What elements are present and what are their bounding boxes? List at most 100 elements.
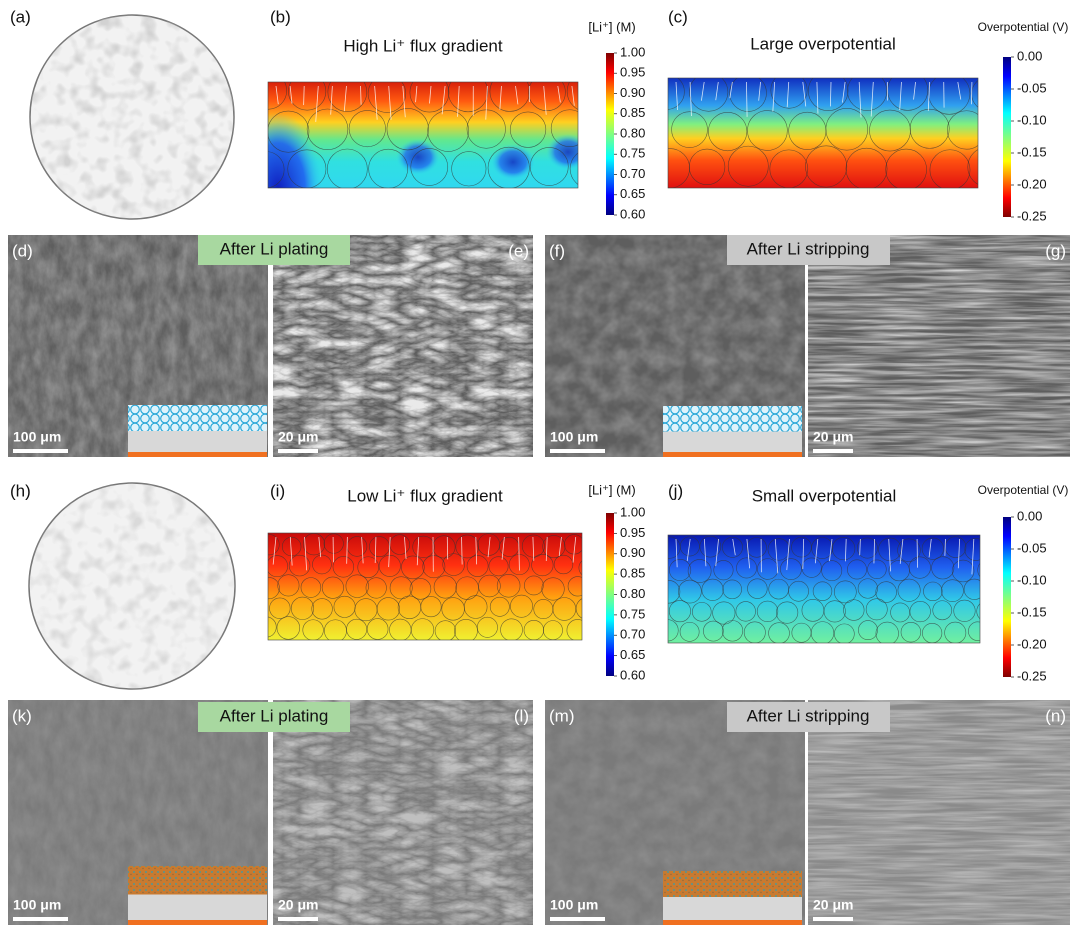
plating-tag-bg bbox=[198, 235, 350, 265]
particle-outline bbox=[932, 600, 953, 621]
colorbar-tick-label: -0.15 bbox=[1017, 604, 1047, 619]
particle-outline bbox=[478, 574, 501, 598]
colorbar-tick-label: 0.65 bbox=[620, 186, 645, 201]
flux-line bbox=[304, 536, 308, 571]
scale-bar bbox=[813, 917, 853, 921]
particle-outline bbox=[550, 109, 578, 147]
map-title: High Li⁺ flux gradient bbox=[343, 36, 503, 55]
colorbar-tick-label: 0.65 bbox=[620, 647, 645, 662]
particle-outline bbox=[346, 618, 368, 640]
particle-outline bbox=[311, 598, 333, 620]
particle-outline bbox=[451, 151, 487, 187]
flux-line bbox=[485, 85, 488, 120]
flux-line bbox=[829, 81, 832, 107]
particle-outline bbox=[944, 621, 967, 643]
particle-outline bbox=[466, 555, 489, 577]
particle-outline bbox=[389, 576, 413, 600]
flux-line bbox=[844, 538, 847, 562]
particle-outline bbox=[727, 145, 769, 187]
flux-line bbox=[499, 85, 502, 110]
flux-line bbox=[729, 81, 733, 99]
panel-label: (j) bbox=[668, 481, 683, 500]
inset-collector bbox=[663, 920, 802, 925]
particle-outline bbox=[708, 112, 748, 152]
particle-outline bbox=[668, 78, 685, 110]
colorbar bbox=[606, 53, 614, 215]
particle-outline bbox=[321, 576, 344, 599]
colorbar bbox=[1003, 57, 1011, 217]
sphere-texture bbox=[29, 483, 235, 689]
particle-outline bbox=[553, 554, 574, 575]
particle-outline bbox=[669, 558, 692, 582]
particle-outline bbox=[857, 578, 878, 599]
colorbar-tick-label: -0.20 bbox=[1017, 176, 1047, 191]
panel-label: (l) bbox=[514, 706, 529, 725]
heatmap-field bbox=[268, 533, 582, 640]
particle-outline bbox=[699, 535, 722, 558]
flux-line bbox=[746, 81, 748, 117]
particle-outline bbox=[327, 82, 368, 112]
scale-bar bbox=[13, 917, 68, 921]
particle-outline bbox=[687, 559, 712, 583]
particle-outline bbox=[268, 534, 280, 556]
flux-line bbox=[275, 85, 279, 105]
particle-outline bbox=[410, 148, 449, 186]
particle-outline bbox=[823, 600, 846, 623]
particle-outline bbox=[434, 620, 456, 640]
panel-label: (m) bbox=[549, 706, 574, 725]
flux-line bbox=[732, 538, 736, 556]
map-border bbox=[667, 77, 979, 189]
scale-bar bbox=[278, 449, 318, 453]
flux-line bbox=[746, 538, 751, 569]
particle-outline bbox=[348, 110, 386, 148]
particle-outline bbox=[757, 558, 779, 580]
particle-outline bbox=[875, 581, 897, 603]
panel-label: (g) bbox=[1045, 241, 1066, 260]
flux-line bbox=[944, 538, 946, 556]
particle-outline bbox=[671, 111, 708, 148]
colorbar-tick-label: -0.15 bbox=[1017, 144, 1047, 159]
particle-outline bbox=[976, 603, 980, 620]
particle-outline bbox=[805, 145, 848, 188]
particle-outline bbox=[679, 536, 700, 557]
particle-outline bbox=[528, 82, 566, 112]
particle-outline bbox=[288, 554, 311, 577]
particle-outline bbox=[931, 556, 955, 580]
colorbar-tick-label: 0.80 bbox=[620, 125, 645, 140]
particle-outline bbox=[401, 555, 425, 580]
flux-line bbox=[814, 538, 819, 564]
colorbar-tick-label: -0.10 bbox=[1017, 572, 1047, 587]
stripping-tag-bg bbox=[727, 235, 890, 265]
particle-outline bbox=[488, 556, 509, 577]
colorbar-tick-label: 0.85 bbox=[620, 105, 645, 120]
heatmap bbox=[668, 535, 980, 643]
scale-label: 20 μm bbox=[278, 429, 318, 445]
flux-line bbox=[457, 85, 460, 117]
flux-line bbox=[774, 538, 779, 574]
flux-line bbox=[416, 536, 420, 566]
inset-collector bbox=[663, 452, 802, 457]
particle-outline bbox=[869, 109, 911, 152]
particle-outline bbox=[302, 533, 326, 556]
particle-outline bbox=[668, 600, 691, 623]
particle-outline bbox=[735, 601, 756, 622]
particle-outline bbox=[269, 597, 291, 619]
inset-active-layer bbox=[128, 405, 267, 431]
scale-label: 20 μm bbox=[278, 897, 318, 913]
inset-li-layer bbox=[128, 894, 267, 920]
panel-label: (b) bbox=[270, 7, 291, 26]
particle-outline bbox=[268, 110, 310, 153]
flux-line bbox=[957, 538, 961, 569]
inset-collector bbox=[128, 452, 267, 457]
map-title: Large overpotential bbox=[750, 34, 896, 53]
colorbar-tick-label: 0.75 bbox=[620, 146, 645, 161]
particle-outline bbox=[897, 538, 921, 562]
plating-tag-bg bbox=[198, 702, 350, 732]
flux-line bbox=[899, 538, 904, 564]
particle-outline bbox=[368, 148, 409, 188]
flux-line bbox=[330, 85, 333, 115]
flux-line bbox=[318, 536, 322, 558]
particle-outline bbox=[496, 573, 521, 598]
particle-outline bbox=[810, 621, 835, 643]
heatmap bbox=[668, 78, 978, 188]
